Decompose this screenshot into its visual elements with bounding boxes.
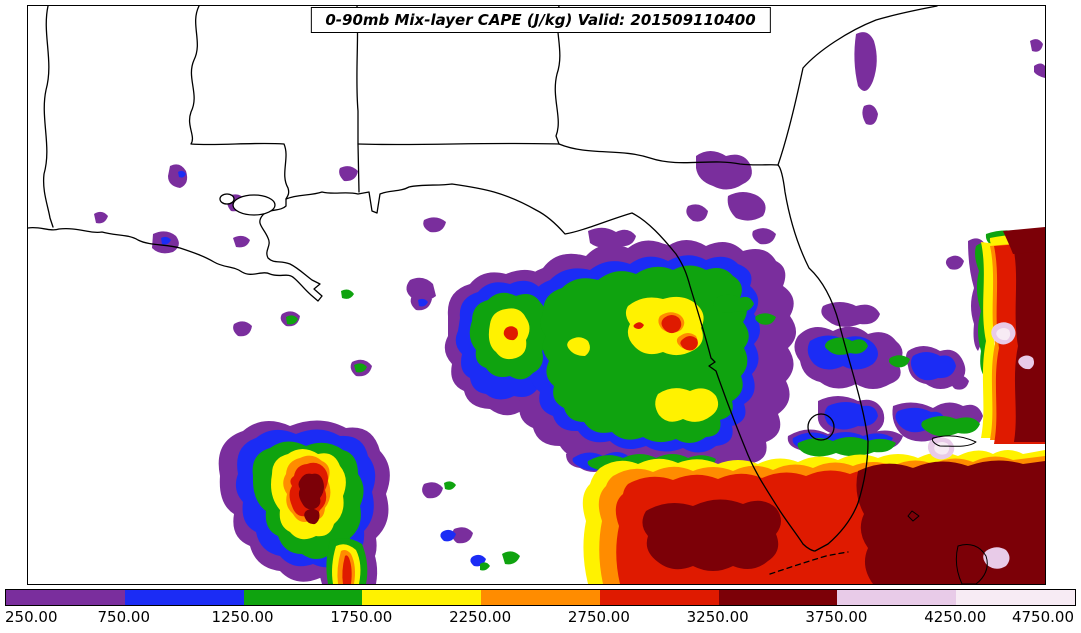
colorbar-segment-4250-4750 <box>956 590 1076 605</box>
cape-fill-region <box>752 228 776 245</box>
cape-fill-region <box>588 227 636 248</box>
cape-fill-region <box>797 437 896 457</box>
cape-fill-region <box>444 481 456 490</box>
cape-fill-region <box>655 388 719 422</box>
colorbar-segment-2250-2750 <box>481 590 600 605</box>
colorbar-segment-750-1250 <box>124 590 244 605</box>
cape-fill-region <box>821 302 880 327</box>
cape-fill-region <box>888 355 910 368</box>
cape-fill-region <box>1030 39 1043 52</box>
cape-fill-region <box>418 298 428 307</box>
cape-fill-region <box>686 204 708 222</box>
colorbar-tick-label: 4250.00 <box>924 608 987 626</box>
coastlines-and-borders <box>28 6 988 584</box>
cape-fill-region <box>1034 63 1045 78</box>
cape-fill-region <box>713 294 754 313</box>
cape-fill-region <box>161 236 171 245</box>
colorbar-tick-label: 3750.00 <box>805 608 868 626</box>
cape-fill-region <box>825 337 868 355</box>
cape-fill-region <box>945 255 964 270</box>
cape-fill-region <box>727 265 746 277</box>
cape-fill-region <box>950 375 969 390</box>
cape-fill-region <box>567 337 590 356</box>
cape-fill-region <box>755 313 776 325</box>
colorbar-tick-label: 750.00 <box>97 608 151 626</box>
colorbar-tick-labels: 250.00 750.00 1250.00 1750.00 2250.00 2750.00… <box>5 608 1074 626</box>
cape-fill-region <box>304 508 320 525</box>
texas-louisiana-border <box>42 6 54 228</box>
cape-fill-region <box>286 315 298 325</box>
cape-fill-region <box>862 104 878 125</box>
colorbar-segment-1750-2250 <box>362 590 482 605</box>
map-area <box>27 5 1046 585</box>
cape-fill-region <box>680 336 698 351</box>
cape-fill-region <box>1003 227 1045 254</box>
cape-fill-region <box>856 460 1045 584</box>
colorbar-tick-label: 250.00 <box>5 608 58 626</box>
cape-fill-region <box>1018 355 1034 370</box>
alabama-florida-border <box>357 142 560 146</box>
cape-fill-region <box>342 555 352 584</box>
cape-fill-region <box>503 326 518 341</box>
cape-fill-region <box>540 265 749 444</box>
cape-fill-region <box>661 315 682 334</box>
cape-fill-region <box>233 235 250 248</box>
cape-fill-level-3750-4250 <box>927 322 1034 569</box>
cape-fill-region <box>422 482 443 499</box>
cape-fill-region <box>406 277 436 301</box>
cape-fill-region <box>94 211 108 224</box>
cape-fill-region <box>854 32 877 91</box>
cape-fill-region <box>727 192 766 221</box>
colorbar-segment-250-750 <box>6 590 125 605</box>
lake-okeechobee <box>807 413 835 441</box>
mississippi-alabama-border <box>356 6 360 193</box>
colorbar-tick-label: 2250.00 <box>449 608 512 626</box>
georgia-florida-border <box>558 143 779 166</box>
colorbar-segment-2750-3250 <box>599 590 719 605</box>
colorbar-segment-3750-4250 <box>837 590 957 605</box>
bimini-coastline <box>907 510 920 522</box>
grand-bahama-coastline <box>931 435 977 447</box>
cape-fill-region <box>423 217 446 233</box>
map-canvas <box>28 6 1045 584</box>
lake-pontchartrain <box>232 194 276 216</box>
cape-fill-region <box>339 166 358 182</box>
cape-fill-region <box>696 151 752 190</box>
cape-fill-region <box>341 289 354 299</box>
cape-fill-region <box>168 164 188 188</box>
cape-fill-region <box>480 562 490 571</box>
cape-fill-region <box>983 547 1010 569</box>
map-title-box: 0-90mb Mix-layer CAPE (J/kg) Valid: 2015… <box>310 7 771 33</box>
lake-maurepas <box>219 193 235 205</box>
cape-fill-region <box>996 328 1011 341</box>
cape-fill-region <box>502 551 520 565</box>
cape-fill-region <box>354 363 367 373</box>
colorbar-tick-label: 1250.00 <box>211 608 274 626</box>
cape-fill-region <box>233 321 252 337</box>
colorbar-tick-label: 4750.00 <box>1011 608 1074 626</box>
colorbar-segment-3250-3750 <box>718 590 838 605</box>
colorbar-tick-label: 3250.00 <box>686 608 749 626</box>
florida-keys-coastline <box>769 551 849 575</box>
cape-fill-region <box>921 415 980 437</box>
andros-coastline <box>955 543 988 584</box>
colorbar <box>5 589 1076 606</box>
colorbar-segment-1250-1750 <box>243 590 363 605</box>
cape-fill-region <box>642 499 781 571</box>
cape-fill-region <box>178 170 186 178</box>
cape-fill-region <box>440 529 456 542</box>
louisiana-mississippi-border <box>188 6 290 200</box>
cape-fill-region <box>452 527 473 544</box>
map-title-text: 0-90mb Mix-layer CAPE (J/kg) Valid: 2015… <box>325 11 756 29</box>
gulf-atlantic-coastline <box>28 6 938 552</box>
cape-fill-region <box>298 473 324 510</box>
cape-fill-region <box>910 352 956 381</box>
colorbar-tick-label: 2750.00 <box>567 608 630 626</box>
cape-fill-region <box>633 322 644 329</box>
colorbar-tick-label: 1750.00 <box>330 608 393 626</box>
cape-fill-region <box>1013 244 1045 442</box>
